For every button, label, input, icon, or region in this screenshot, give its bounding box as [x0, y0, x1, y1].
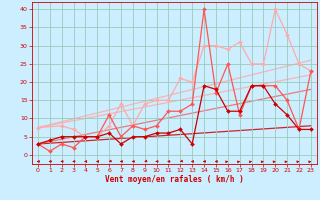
X-axis label: Vent moyen/en rafales ( km/h ): Vent moyen/en rafales ( km/h ) [105, 175, 244, 184]
